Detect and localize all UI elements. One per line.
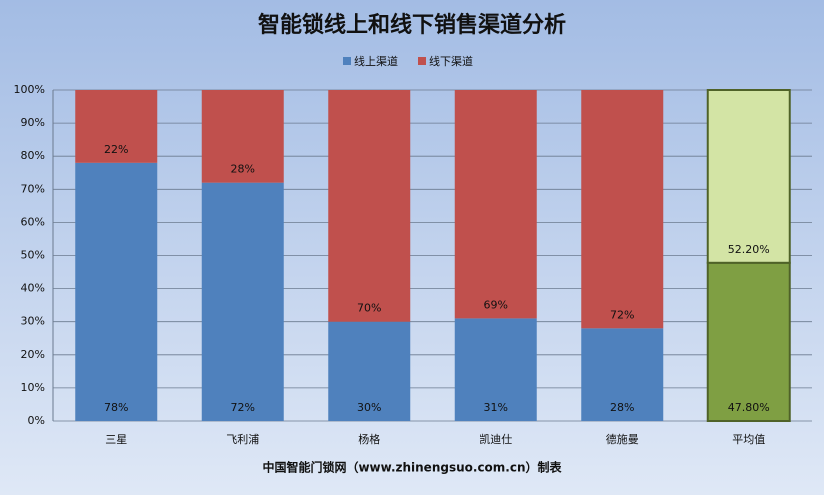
y-tick-label: 20% [21, 348, 45, 361]
y-tick-label: 60% [21, 215, 45, 228]
bar-segment [201, 182, 284, 421]
footnote: 中国智能门锁网（www.zhinengsuo.com.cn）制表 [262, 460, 562, 475]
value-label: 31% [484, 401, 508, 414]
value-label: 70% [357, 302, 381, 315]
bar-segment [581, 90, 664, 329]
chart-title: 智能锁线上和线下销售渠道分析 [258, 12, 566, 38]
value-label: 28% [231, 163, 255, 176]
bar-segment [328, 321, 411, 421]
value-label: 72% [231, 401, 255, 414]
x-tick-label: 杨格 [358, 432, 380, 446]
value-label: 52.20% [728, 243, 770, 256]
bar-segment [201, 90, 284, 183]
y-tick-label: 0% [28, 414, 45, 427]
legend-label: 线下渠道 [429, 54, 473, 68]
value-label: 22% [104, 143, 128, 156]
y-tick-label: 50% [21, 249, 45, 262]
value-label: 30% [357, 401, 381, 414]
value-label: 72% [610, 308, 634, 321]
value-label: 47.80% [728, 401, 770, 414]
bar-segment [454, 90, 537, 319]
bar-segment [75, 162, 158, 421]
legend-swatch [418, 57, 426, 65]
value-label: 69% [484, 298, 508, 311]
x-tick-label: 凯迪仕 [479, 433, 512, 446]
x-tick-label: 德施曼 [606, 432, 639, 446]
value-label: 28% [610, 401, 634, 414]
y-tick-label: 40% [21, 282, 45, 295]
y-tick-label: 10% [21, 381, 45, 394]
y-tick-label: 70% [21, 182, 45, 195]
legend-label: 线上渠道 [354, 54, 398, 68]
x-tick-label: 三星 [105, 433, 127, 446]
y-tick-label: 80% [21, 149, 45, 162]
legend-swatch [343, 57, 351, 65]
bar-segment [706, 261, 791, 423]
y-tick-label: 30% [21, 315, 45, 328]
x-tick-label: 飞利浦 [226, 433, 259, 446]
x-tick-label: 平均值 [732, 433, 765, 446]
y-tick-label: 100% [14, 83, 45, 96]
bar-segment [706, 89, 791, 264]
bar-segment [454, 318, 537, 421]
y-tick-label: 90% [21, 116, 45, 129]
value-label: 78% [104, 401, 128, 414]
bar-segment [581, 328, 664, 421]
bar-segment [328, 90, 411, 322]
bar-segment [75, 90, 158, 163]
